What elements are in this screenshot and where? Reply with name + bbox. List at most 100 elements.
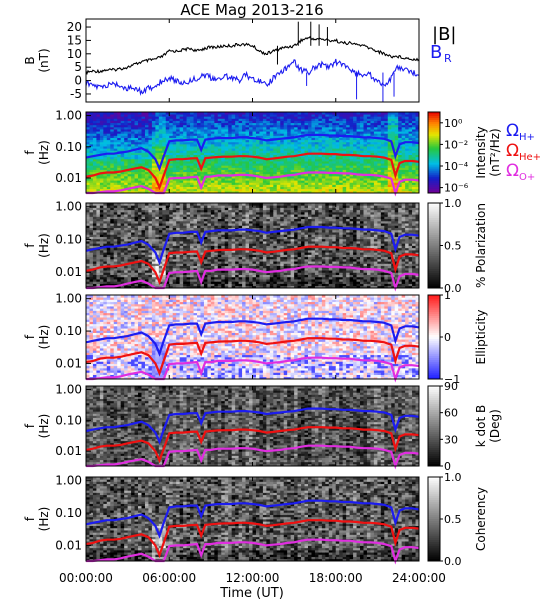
spectrogram-cell [158, 141, 163, 145]
spectrogram-cell [106, 126, 111, 130]
field-ytick-label: 15 [67, 33, 82, 47]
spectrogram-cell [214, 150, 219, 153]
spectrogram-cell [169, 163, 174, 166]
spectrogram-cell [221, 141, 226, 145]
spectrogram-cell [117, 167, 122, 170]
spectrogram-cell [249, 146, 253, 149]
spectrogram-cell [186, 150, 191, 153]
spectrogram-cell [228, 150, 233, 153]
spectrogram-cell [155, 124, 160, 128]
spectrogram-cell [183, 143, 187, 147]
spectrogram-cell [179, 169, 184, 173]
spectrogram-cell [151, 152, 156, 156]
spectrogram-cell [217, 133, 222, 136]
spectrogram-cell [190, 158, 194, 162]
spectrogram-cell [86, 137, 90, 141]
spectrogram-cell [162, 167, 167, 170]
spectrogram-cell [92, 171, 97, 175]
spectrogram-cell [169, 133, 174, 136]
spectrogram-cell [141, 169, 146, 173]
spectrogram-cell [99, 165, 104, 168]
spectrogram-cell [252, 171, 257, 175]
spectrogram-cell [89, 146, 94, 149]
spectrogram-cell [144, 112, 149, 115]
spectrogram-cell [158, 154, 163, 158]
spectrogram-cell [217, 171, 222, 175]
spectrogram-cell [235, 178, 240, 181]
spectrogram-cell [186, 167, 191, 170]
spectrogram-cell [242, 178, 246, 181]
spectrogram-cell [165, 156, 170, 160]
spectrogram-cell [162, 126, 167, 130]
spectrogram-cell [134, 178, 139, 181]
spectrogram-cell [134, 180, 139, 183]
spectrogram-cell [141, 152, 146, 156]
spectrogram-cell [238, 186, 243, 190]
spectrogram-cell [179, 141, 184, 145]
spectrogram-cell [134, 124, 139, 128]
spectrogram-cell [210, 124, 215, 128]
spectrogram-cell [228, 180, 233, 183]
spectrogram-cell [99, 184, 104, 187]
spectrogram-cell [197, 175, 201, 179]
spectrogram-cell [151, 186, 156, 190]
spectrogram-cell [134, 171, 139, 175]
spectrogram-cell [162, 156, 167, 160]
spectrogram-cell [169, 143, 174, 147]
spectrogram-cell [217, 150, 222, 153]
spectrogram-cell [172, 184, 177, 187]
spectrogram-cell [127, 188, 132, 192]
spectrogram-cell [249, 116, 253, 119]
spectrogram-cell [207, 120, 212, 124]
spectrogram-cell [221, 131, 226, 134]
spectrogram-cell [120, 126, 125, 130]
spectrogram-cell [117, 161, 122, 164]
spectrogram-cell [228, 175, 233, 179]
spectrogram-cell [231, 146, 236, 149]
spectrogram-cell [231, 114, 236, 117]
spectrogram-cell [245, 188, 250, 192]
spectrogram-cell [127, 146, 132, 149]
spectrogram-cell [120, 156, 125, 160]
spectrogram-cell [238, 165, 243, 168]
spectrogram-cell [249, 143, 253, 147]
spectrogram-cell [127, 171, 132, 175]
spectrogram-cell [162, 146, 167, 149]
spectrogram-cell [186, 116, 191, 119]
spectrogram-cell [203, 133, 208, 136]
spectrogram-cell [214, 146, 219, 149]
spectrogram-cell [96, 158, 101, 162]
spectrogram-cell [151, 112, 156, 115]
intensity-colorbar-tick-label: 10⁻² [444, 138, 468, 151]
spectrogram-cell [200, 126, 205, 130]
spectrogram-cell [203, 141, 208, 145]
spectrogram-cell [148, 190, 153, 194]
spectrogram-cell [92, 122, 97, 126]
spectrogram-cell [158, 114, 163, 117]
field-background [86, 19, 419, 102]
spectrogram-cell [176, 180, 181, 183]
spectrogram-cell [127, 122, 132, 126]
spectrogram-cell [172, 124, 177, 128]
spectrogram-cell [113, 180, 118, 183]
spectrogram-cell [203, 188, 208, 192]
spectrogram-cell [210, 182, 215, 185]
spectrogram-cell [172, 182, 177, 185]
spectrogram-cell [210, 139, 215, 143]
spectrogram-cell [193, 139, 198, 143]
spectrogram-cell [245, 150, 250, 153]
spectrogram-cell [197, 139, 201, 143]
spectrogram-cell [238, 120, 243, 124]
spectrogram-cell [99, 188, 104, 192]
spectrogram-cell [131, 150, 135, 153]
spectrogram-cell [110, 182, 115, 185]
spectrogram-cell [169, 152, 174, 156]
spectrogram-cell [103, 131, 108, 134]
spectrogram-cell [106, 178, 111, 181]
spectrogram-cell [92, 161, 97, 164]
spectrogram-cell [141, 175, 146, 179]
spectrogram-cell [176, 156, 181, 160]
spectrogram-cell [186, 143, 191, 147]
spectrogram-cell [210, 154, 215, 158]
spectrogram-cell [131, 188, 135, 192]
